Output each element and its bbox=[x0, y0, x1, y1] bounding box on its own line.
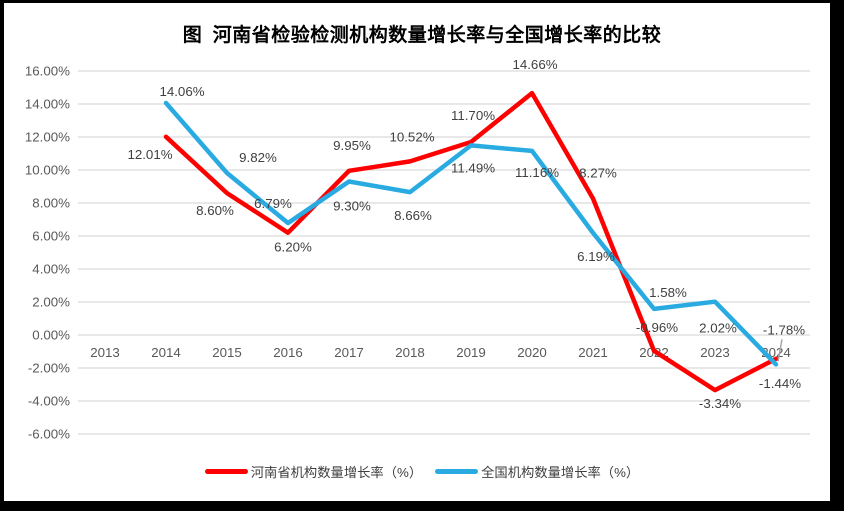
data-label-national: 11.49% bbox=[451, 160, 495, 175]
legend-item-henan[interactable]: 河南省机构数量增长率（%） bbox=[204, 462, 423, 481]
chart-legend: 河南省机构数量增长率（%） 全国机构数量增长率（%） bbox=[0, 461, 844, 481]
x-tick-label: 2020 bbox=[517, 345, 547, 360]
chart-title: 图 河南省检验检测机构数量增长率与全国增长率的比较 bbox=[182, 25, 662, 46]
y-tick-label: 0.00% bbox=[32, 328, 70, 343]
national-series-swatch bbox=[435, 468, 479, 474]
y-tick-label: 4.00% bbox=[32, 262, 70, 277]
x-tick-label: 2017 bbox=[334, 345, 364, 360]
data-label-henan: 8.60% bbox=[196, 203, 234, 218]
data-label-henan: 12.01% bbox=[127, 147, 172, 162]
label-leader-line bbox=[777, 339, 783, 362]
data-label-henan: 6.20% bbox=[274, 240, 312, 255]
data-label-henan: -0.96% bbox=[636, 320, 678, 335]
data-label-national: 14.06% bbox=[159, 84, 204, 99]
data-label-henan: 8.27% bbox=[579, 166, 617, 181]
data-label-henan: -3.34% bbox=[699, 396, 741, 411]
y-tick-label: 2.00% bbox=[32, 295, 70, 310]
y-tick-label: -2.00% bbox=[28, 361, 70, 376]
x-tick-label: 2015 bbox=[212, 345, 242, 360]
y-tick-label: 10.00% bbox=[25, 163, 70, 178]
x-tick-label: 2018 bbox=[395, 345, 425, 360]
data-label-national: 6.79% bbox=[254, 196, 292, 211]
data-label-national: 11.16% bbox=[515, 165, 559, 180]
data-label-henan: 11.70% bbox=[451, 108, 495, 123]
data-label-national: 9.30% bbox=[333, 199, 371, 214]
x-tick-label: 2023 bbox=[700, 345, 730, 360]
legend-label-national: 全国机构数量增长率（%） bbox=[481, 464, 640, 480]
x-tick-label: 2021 bbox=[578, 345, 608, 360]
data-label-henan: 14.66% bbox=[512, 57, 557, 72]
data-label-henan: 9.95% bbox=[333, 138, 371, 153]
henan-series-swatch bbox=[204, 468, 248, 474]
x-tick-label: 2013 bbox=[90, 345, 120, 360]
y-tick-label: 12.00% bbox=[25, 130, 70, 145]
data-label-national: 2.02% bbox=[699, 321, 737, 336]
chart-canvas bbox=[4, 3, 830, 501]
y-tick-label: -4.00% bbox=[28, 394, 70, 409]
y-tick-label: 6.00% bbox=[32, 229, 70, 244]
y-tick-label: 14.00% bbox=[25, 97, 70, 112]
data-label-national: 9.82% bbox=[239, 150, 277, 165]
series-line-national[interactable] bbox=[163, 100, 779, 367]
x-tick-label: 2016 bbox=[273, 345, 303, 360]
x-tick-label: 2019 bbox=[456, 345, 486, 360]
legend-item-national[interactable]: 全国机构数量增长率（%） bbox=[435, 462, 639, 481]
data-label-national: 6.19% bbox=[577, 249, 615, 264]
x-tick-label: 2014 bbox=[151, 345, 181, 360]
legend-label-henan: 河南省机构数量增长率（%） bbox=[250, 464, 423, 480]
y-tick-label: -6.00% bbox=[28, 427, 70, 442]
data-label-henan: -1.44% bbox=[759, 376, 801, 391]
data-label-national: 8.66% bbox=[394, 208, 432, 223]
data-label-henan: 10.52% bbox=[389, 129, 434, 144]
y-tick-label: 8.00% bbox=[32, 196, 70, 211]
data-label-national: 1.58% bbox=[649, 285, 687, 300]
series-line-henan[interactable] bbox=[163, 90, 779, 393]
y-tick-label: 16.00% bbox=[25, 64, 70, 79]
data-label-national: -1.78% bbox=[763, 322, 805, 337]
